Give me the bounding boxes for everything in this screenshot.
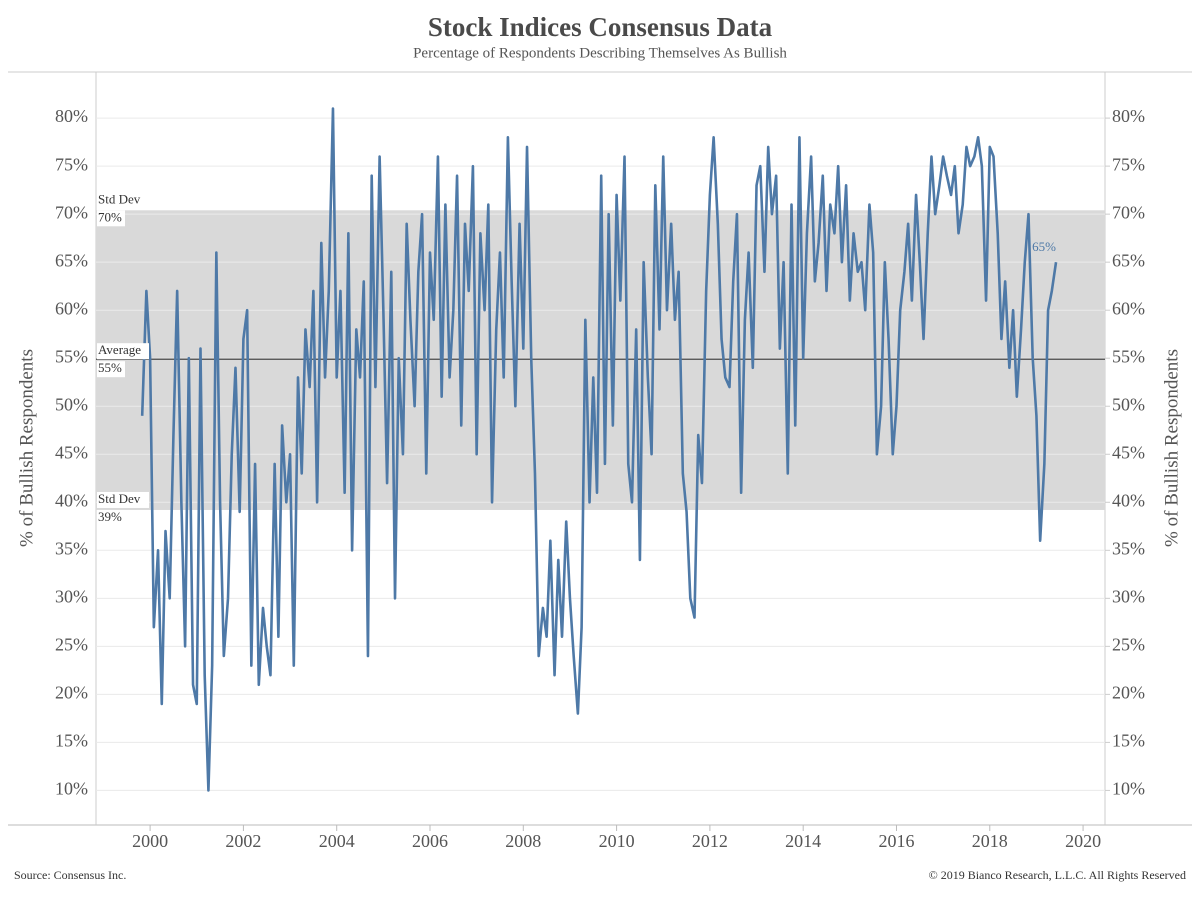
band-name: Average [98,342,141,357]
y2-axis-title: % of Bullish Respondents [1161,349,1182,547]
y2-tick-label: 25% [1112,634,1145,654]
y-tick-label: 25% [55,634,88,654]
y-tick-label: 60% [55,298,88,318]
label-bg [97,361,125,378]
x-tick-label: 2010 [599,831,635,851]
chart-subtitle: Percentage of Respondents Describing The… [413,45,787,61]
copyright: © 2019 Bianco Research, L.L.C. All Right… [929,868,1186,882]
y2-tick-label: 30% [1112,586,1145,606]
y-tick-label: 40% [55,490,88,510]
x-tick-label: 2008 [505,831,541,851]
y-axis-title: % of Bullish Respondents [16,349,37,547]
x-tick-label: 2000 [132,831,168,851]
y2-tick-label: 10% [1112,779,1145,799]
y-tick-label: 80% [55,106,88,126]
plot [96,107,1105,792]
y2-tick-label: 45% [1112,442,1145,462]
y2-tick-label: 60% [1112,298,1145,318]
data-line [140,107,1058,792]
y2-tick-label: 40% [1112,490,1145,510]
x-tick-label: 2016 [878,831,914,851]
y-tick-label: 20% [55,683,88,703]
band-name: Std Dev [98,191,141,206]
band-value: 55% [98,360,122,375]
label-bg [97,491,149,508]
y2-tick-label: 20% [1112,683,1145,703]
end-label: 65% [1032,239,1056,254]
label-bg [97,192,149,209]
x-tick-label: 2014 [785,831,821,851]
label-bg [97,210,125,227]
band-name: Std Dev [98,491,141,506]
x-tick-label: 2012 [692,831,728,851]
y-tick-label: 10% [55,779,88,799]
y2-tick-label: 55% [1112,346,1145,366]
y-tick-label: 55% [55,346,88,366]
y-tick-label: 45% [55,442,88,462]
y-tick-label: 50% [55,394,88,414]
source: Source: Consensus Inc. [14,868,126,882]
x-tick-label: 2018 [972,831,1008,851]
y-tick-label: 35% [55,538,88,558]
y2-tick-label: 75% [1112,154,1145,174]
y2-tick-label: 70% [1112,202,1145,222]
band-value: 70% [98,209,122,224]
x-tick-label: 2020 [1065,831,1101,851]
y2-tick-label: 80% [1112,106,1145,126]
y2-tick-label: 35% [1112,538,1145,558]
y2-tick-label: 50% [1112,394,1145,414]
y-tick-label: 65% [55,250,88,270]
y-tick-label: 30% [55,586,88,606]
label-bg [97,343,149,360]
y-tick-label: 75% [55,154,88,174]
label-bg [97,509,125,526]
chart-title: Stock Indices Consensus Data [428,12,773,42]
x-tick-label: 2002 [225,831,261,851]
y-tick-label: 15% [55,731,88,751]
x-tick-label: 2004 [319,831,355,851]
y2-tick-label: 65% [1112,250,1145,270]
x-tick-label: 2006 [412,831,448,851]
y-tick-label: 70% [55,202,88,222]
y2-tick-label: 15% [1112,731,1145,751]
band-value: 39% [98,509,122,524]
